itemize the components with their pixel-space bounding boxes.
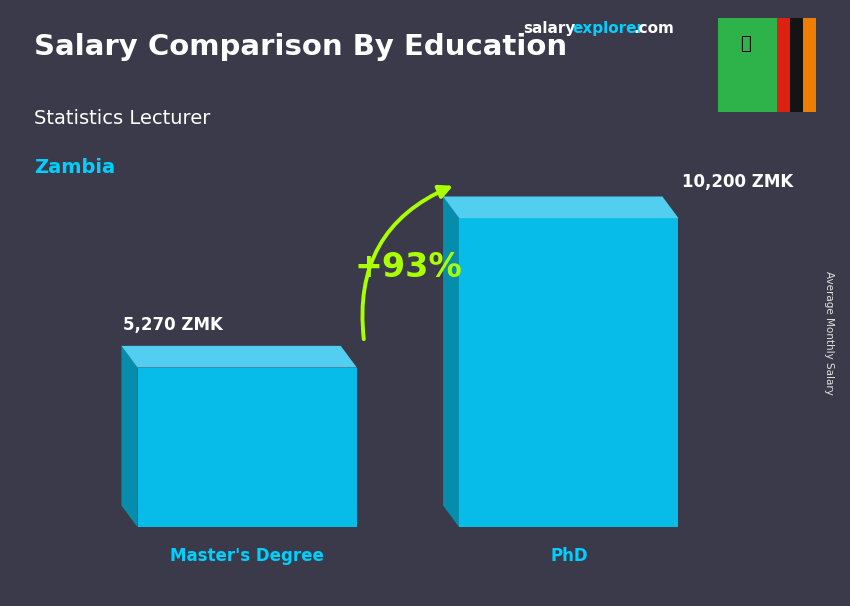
Text: Statistics Lecturer: Statistics Lecturer bbox=[34, 109, 210, 128]
Polygon shape bbox=[138, 367, 357, 527]
Text: Average Monthly Salary: Average Monthly Salary bbox=[824, 271, 834, 395]
Text: Salary Comparison By Education: Salary Comparison By Education bbox=[34, 33, 567, 61]
FancyBboxPatch shape bbox=[803, 18, 816, 112]
FancyBboxPatch shape bbox=[790, 18, 803, 112]
Text: 5,270 ZMK: 5,270 ZMK bbox=[123, 316, 223, 334]
Polygon shape bbox=[122, 346, 357, 367]
FancyBboxPatch shape bbox=[777, 18, 790, 112]
Polygon shape bbox=[443, 196, 459, 527]
Text: Zambia: Zambia bbox=[34, 158, 115, 176]
Text: salary: salary bbox=[523, 21, 575, 36]
Polygon shape bbox=[122, 346, 138, 527]
FancyBboxPatch shape bbox=[718, 18, 816, 112]
Polygon shape bbox=[459, 218, 678, 527]
Text: 🦅: 🦅 bbox=[740, 36, 751, 53]
Polygon shape bbox=[443, 196, 678, 218]
Text: .com: .com bbox=[633, 21, 674, 36]
Text: explorer: explorer bbox=[572, 21, 644, 36]
Text: PhD: PhD bbox=[550, 547, 587, 565]
Text: Master's Degree: Master's Degree bbox=[170, 547, 324, 565]
Text: +93%: +93% bbox=[354, 251, 462, 284]
Text: 10,200 ZMK: 10,200 ZMK bbox=[682, 173, 793, 190]
